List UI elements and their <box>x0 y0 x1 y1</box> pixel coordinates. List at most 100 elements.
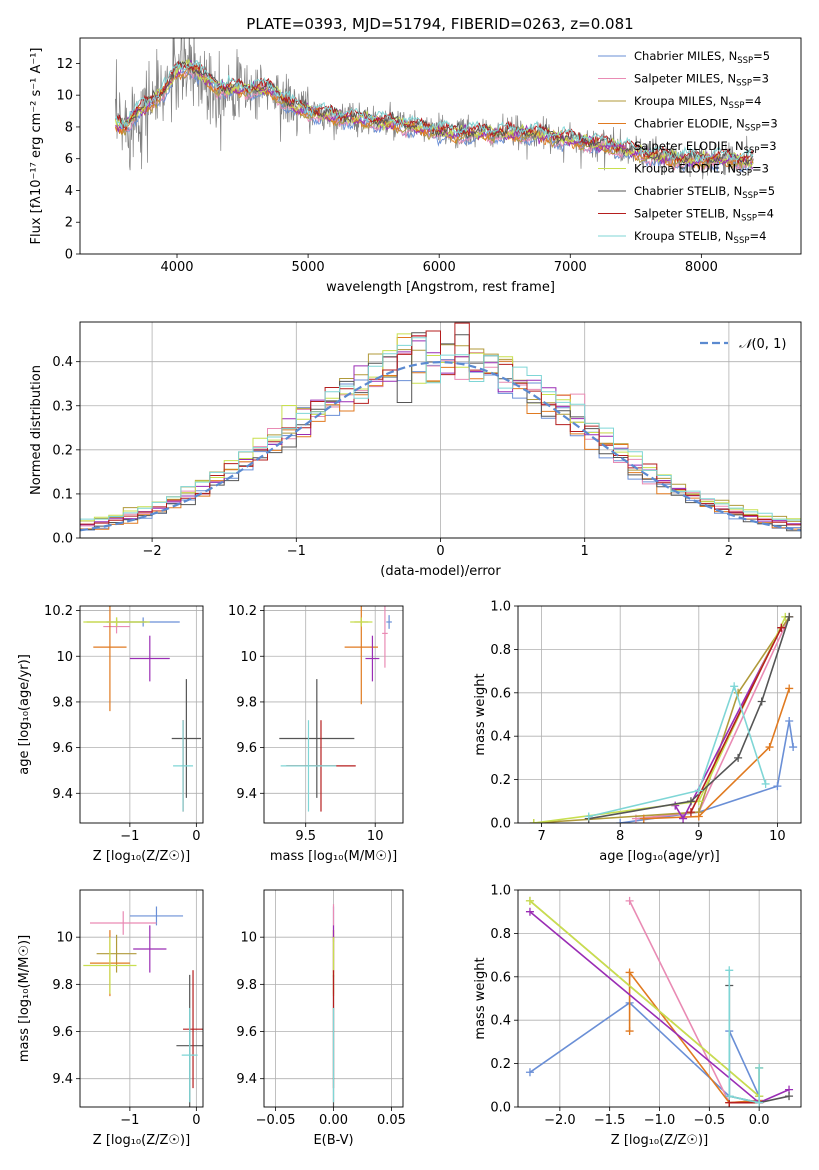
x-tick-label: 9.5 <box>295 829 316 844</box>
legend-entry: Chabrier ELODIE, NSSP=3 <box>634 117 778 134</box>
weight-marker <box>694 812 703 821</box>
y-tick-label: 0.6 <box>490 970 511 985</box>
legend-entry: Kroupa MILES, NSSP=4 <box>634 94 761 111</box>
y-tick-label: 0.6 <box>490 686 511 701</box>
panel-mass-vs-Z: −1 0 9.4 9.6 9.8 10 Z [log₁₀(Z/Z☉)] mass [log₁₀… <box>17 889 204 1148</box>
y-tick-label: 9.8 <box>52 695 73 710</box>
x-tick-label: −1 <box>287 544 306 559</box>
weight-marker <box>765 743 774 752</box>
x-tick-label: −1 <box>120 829 139 844</box>
legend-entry: Salpeter ELODIE, NSSP=3 <box>634 139 777 156</box>
plot-area <box>529 612 798 823</box>
panel-mass-vs-ebv: −0.05 0.00 0.05 9.4 9.6 9.8 10 E(B-V) <box>236 889 406 1148</box>
y-tick-label: 9.8 <box>236 695 257 710</box>
y-tick-label: 1.0 <box>490 600 511 615</box>
y-axis-label: Flux [fλ10⁻¹⁷ erg cm⁻² s⁻¹ A⁻¹] <box>29 48 44 245</box>
x-tick-label: 0.0 <box>749 1113 770 1128</box>
x-axis-label: Z [log₁₀(Z/Z☉)] <box>611 1133 708 1148</box>
x-tick-label: −1 <box>120 1113 139 1128</box>
x-tick-label: 1 <box>581 544 589 559</box>
weight-marker <box>755 1063 764 1072</box>
weight-marker <box>725 966 734 975</box>
weight-marker <box>773 782 782 791</box>
y-tick-label: 9.6 <box>52 741 73 756</box>
y-tick-label: 0.0 <box>490 1101 511 1116</box>
weight-marker <box>734 688 743 697</box>
weight-series <box>628 970 760 1104</box>
y-tick-label: 0.2 <box>52 443 73 458</box>
weight-marker <box>525 1068 534 1077</box>
y-tick-label: 0.1 <box>52 487 73 502</box>
x-tick-label: 4000 <box>160 260 193 275</box>
y-tick-label: 10 <box>56 931 73 946</box>
weight-marker <box>785 717 794 726</box>
x-tick-label: 7000 <box>554 260 587 275</box>
x-tick-label: −2.0 <box>544 1113 576 1128</box>
x-tick-label: 5000 <box>292 260 325 275</box>
y-tick-label: 2 <box>65 216 73 231</box>
y-tick-label: 9.4 <box>236 1072 257 1087</box>
y-tick-label: 0 <box>65 248 73 263</box>
axes-frame <box>79 321 802 539</box>
weight-marker <box>671 801 680 810</box>
plot-area <box>279 606 392 812</box>
weight-marker <box>734 753 743 762</box>
x-axis-label: age [log₁₀(age/yr)] <box>599 849 720 864</box>
weight-series <box>690 627 783 813</box>
x-tick-label: −2 <box>143 544 162 559</box>
weight-series <box>588 683 767 818</box>
model-spectrum-kroupa-stelib <box>114 60 754 162</box>
y-tick-label: 6 <box>65 152 73 167</box>
axes-frame <box>79 605 204 824</box>
weight-series <box>635 616 790 820</box>
weight-marker <box>785 1092 794 1101</box>
residual-histogram <box>80 322 801 526</box>
axes-frame <box>263 605 404 824</box>
plot-area <box>114 38 754 180</box>
weight-marker <box>761 779 770 788</box>
y-tick-label: 0.2 <box>490 1057 511 1072</box>
plot-area <box>80 322 801 532</box>
y-tick-label: 9.6 <box>236 741 257 756</box>
legend-entry: Kroupa ELODIE, NSSP=3 <box>634 162 769 179</box>
x-tick-label: −1.0 <box>644 1113 676 1128</box>
x-axis-label: wavelength [Angstrom, rest frame] <box>326 280 555 295</box>
legend: Chabrier MILES, NSSP=5 Salpeter MILES, NS… <box>598 49 778 246</box>
y-tick-label: 1.0 <box>490 884 511 899</box>
x-tick-label: 2 <box>725 544 733 559</box>
weight-marker <box>616 819 625 823</box>
y-axis-label: mass weight <box>473 957 488 1039</box>
x-tick-label: 7 <box>537 829 545 844</box>
y-tick-label: 0.0 <box>490 817 511 832</box>
weight-marker <box>785 612 794 621</box>
y-axis-label: mass [log₁₀(M/M☉)] <box>17 935 32 1062</box>
axes-frame <box>517 889 802 1108</box>
panel-residuals: −2 −1 0 1 2 0.0 0.1 0.2 0.3 0.4 (data-model)/error… <box>29 321 802 579</box>
weight-marker <box>625 896 634 905</box>
weight-series <box>529 1001 760 1099</box>
y-tick-label: 9.8 <box>236 978 257 993</box>
legend-entry: 𝒩(0, 1) <box>739 337 786 352</box>
model-spectrum-kroupa-miles <box>115 64 754 170</box>
weight-marker <box>755 1098 764 1107</box>
y-tick-label: 10.2 <box>228 604 257 619</box>
weight-marker <box>730 682 739 691</box>
panel-age-vs-Z: −1 0 9.4 9.6 9.8 10 10.2 Z [log₁₀(Z/Z☉)] age [lo… <box>17 604 204 864</box>
y-tick-label: 8 <box>65 120 73 135</box>
y-tick-label: 9.6 <box>52 1025 73 1040</box>
axes-frame <box>517 605 802 824</box>
x-tick-label: 8000 <box>685 260 718 275</box>
y-tick-label: 10 <box>56 650 73 665</box>
y-tick-label: 10 <box>56 89 73 104</box>
model-spectrum-salpeter-miles <box>114 69 754 172</box>
legend-entry: Kroupa STELIB, NSSP=4 <box>634 229 766 246</box>
x-axis-label: Z [log₁₀(Z/Z☉)] <box>93 1133 190 1148</box>
x-tick-label: 10 <box>367 829 384 844</box>
x-tick-label: 0 <box>192 1113 200 1128</box>
x-tick-label: 0 <box>192 829 200 844</box>
weight-series <box>588 616 790 820</box>
y-tick-label: 0.2 <box>490 773 511 788</box>
x-tick-label: 10 <box>769 829 786 844</box>
figure-title: PLATE=0393, MJD=51794, FIBERID=0263, z=0… <box>246 15 633 33</box>
y-tick-label: 0.3 <box>52 399 73 414</box>
